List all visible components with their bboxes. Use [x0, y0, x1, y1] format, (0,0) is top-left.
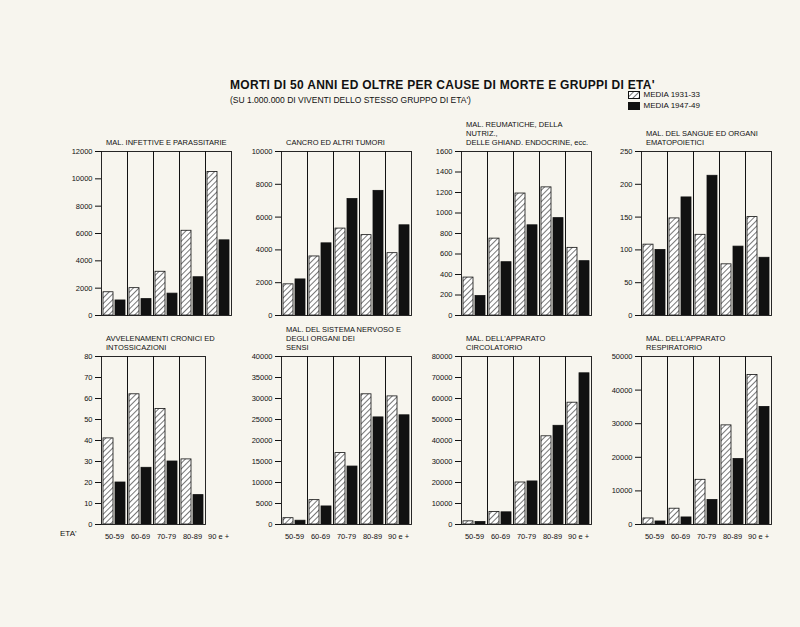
svg-text:200: 200: [440, 290, 453, 299]
svg-text:50-59: 50-59: [105, 532, 124, 541]
svg-text:8000: 8000: [76, 202, 93, 211]
svg-text:60: 60: [84, 394, 92, 403]
svg-text:90 e +: 90 e +: [388, 532, 410, 541]
html-text:MEDIA 1931-33: MEDIA 1931-33: [643, 90, 700, 99]
svg-text:60000: 60000: [432, 394, 453, 403]
svg-text:4000: 4000: [76, 256, 93, 265]
svg-text:60-69: 60-69: [491, 532, 510, 541]
svg-text:10000: 10000: [252, 147, 273, 156]
html-text:AVVELENAMENTI CRONICI ED INTOS: AVVELENAMENTI CRONICI ED INTOSSICAZIONI: [106, 334, 215, 352]
html-text:MAL. REUMATICHE, DELLA NUTRIZ.: MAL. REUMATICHE, DELLA NUTRIZ., DELLE GH…: [466, 120, 589, 147]
svg-text:80000: 80000: [432, 352, 453, 361]
svg-text:0: 0: [628, 311, 632, 319]
html-text:ETA': ETA': [60, 529, 77, 538]
svg-text:30: 30: [84, 457, 92, 466]
svg-text:10000: 10000: [612, 486, 633, 495]
svg-text:10: 10: [84, 499, 92, 508]
svg-text:10000: 10000: [252, 478, 273, 487]
svg-text:20000: 20000: [432, 478, 453, 487]
svg-text:600: 600: [440, 249, 453, 258]
svg-text:50: 50: [624, 278, 632, 287]
svg-text:1400: 1400: [436, 167, 453, 176]
svg-text:1000: 1000: [436, 208, 453, 217]
svg-text:70-79: 70-79: [157, 532, 176, 541]
svg-text:400: 400: [440, 270, 453, 279]
svg-text:80-89: 80-89: [363, 532, 382, 541]
svg-text:0: 0: [268, 520, 272, 529]
svg-text:20000: 20000: [252, 436, 273, 445]
svg-text:1600: 1600: [436, 147, 453, 156]
svg-text:70: 70: [84, 373, 92, 382]
svg-text:50-59: 50-59: [645, 532, 664, 541]
svg-text:1200: 1200: [436, 188, 453, 197]
svg-text:20: 20: [84, 478, 92, 487]
svg-text:50-59: 50-59: [465, 532, 484, 541]
html-text:(SU 1.000.000 DI VIVENTI DELLO: (SU 1.000.000 DI VIVENTI DELLO STESSO GR…: [230, 95, 471, 105]
svg-text:80-89: 80-89: [183, 532, 202, 541]
svg-text:10000: 10000: [432, 499, 453, 508]
svg-text:12000: 12000: [72, 147, 93, 156]
svg-text:10000: 10000: [72, 174, 93, 183]
svg-text:5000: 5000: [256, 499, 273, 508]
html-text:MAL. DEL SANGUE ED ORGANI EMAT: MAL. DEL SANGUE ED ORGANI EMATOPOIETICI: [646, 129, 758, 147]
svg-text:0: 0: [88, 311, 92, 319]
svg-text:0: 0: [448, 520, 452, 529]
svg-text:800: 800: [440, 229, 453, 238]
svg-text:6000: 6000: [256, 213, 273, 222]
html-text:MORTI DI 50 ANNI ED OLTRE PER: MORTI DI 50 ANNI ED OLTRE PER CAUSE DI M…: [230, 78, 655, 92]
svg-text:2000: 2000: [76, 284, 93, 293]
svg-text:60-69: 60-69: [131, 532, 150, 541]
svg-text:90 e +: 90 e +: [748, 532, 770, 541]
svg-text:80: 80: [84, 352, 92, 361]
svg-text:0: 0: [268, 311, 272, 319]
svg-text:30000: 30000: [252, 394, 273, 403]
svg-text:70-79: 70-79: [697, 532, 716, 541]
svg-text:50000: 50000: [432, 415, 453, 424]
html-text:MAL. DELL'APPARATO CIRCOLATORI: MAL. DELL'APPARATO CIRCOLATORIO: [466, 334, 546, 352]
svg-text:70-79: 70-79: [517, 532, 536, 541]
svg-text:60-69: 60-69: [671, 532, 690, 541]
svg-text:60-69: 60-69: [311, 532, 330, 541]
svg-text:15000: 15000: [252, 457, 273, 466]
svg-text:8000: 8000: [256, 180, 273, 189]
svg-text:25000: 25000: [252, 415, 273, 424]
svg-text:2000: 2000: [256, 278, 273, 287]
svg-text:40: 40: [84, 436, 92, 445]
html-text:MEDIA 1947-49: MEDIA 1947-49: [643, 101, 700, 110]
svg-text:90 e +: 90 e +: [568, 532, 590, 541]
svg-text:80-89: 80-89: [723, 532, 742, 541]
svg-text:70-79: 70-79: [337, 532, 356, 541]
svg-text:200: 200: [620, 180, 633, 189]
html-text:MAL. DEL SISTEMA NERVOSO E DEG: MAL. DEL SISTEMA NERVOSO E DEGLI ORGANI …: [286, 325, 401, 352]
svg-text:150: 150: [620, 213, 633, 222]
svg-text:80-89: 80-89: [543, 532, 562, 541]
svg-text:0: 0: [88, 520, 92, 529]
svg-text:50000: 50000: [612, 352, 633, 361]
svg-text:30000: 30000: [612, 419, 633, 428]
svg-text:0: 0: [448, 311, 452, 319]
html-text:MAL. DELL'APPARATO RESPIRATORI: MAL. DELL'APPARATO RESPIRATORIO: [646, 334, 726, 352]
svg-text:100: 100: [620, 245, 633, 254]
svg-text:70000: 70000: [432, 373, 453, 382]
html-text:CANCRO ED ALTRI TUMORI: CANCRO ED ALTRI TUMORI: [286, 138, 385, 147]
svg-text:50-59: 50-59: [285, 532, 304, 541]
svg-text:40000: 40000: [432, 436, 453, 445]
svg-text:250: 250: [620, 147, 633, 156]
svg-text:40000: 40000: [252, 352, 273, 361]
svg-text:6000: 6000: [76, 229, 93, 238]
svg-text:50: 50: [84, 415, 92, 424]
svg-text:40000: 40000: [612, 386, 633, 395]
svg-text:0: 0: [628, 520, 632, 529]
svg-text:90 e +: 90 e +: [208, 532, 230, 541]
svg-text:20000: 20000: [612, 453, 633, 462]
html-text:MAL. INFETTIVE E PARASSITARIE: MAL. INFETTIVE E PARASSITARIE: [106, 138, 227, 147]
svg-text:30000: 30000: [432, 457, 453, 466]
svg-text:35000: 35000: [252, 373, 273, 382]
svg-text:4000: 4000: [256, 245, 273, 254]
